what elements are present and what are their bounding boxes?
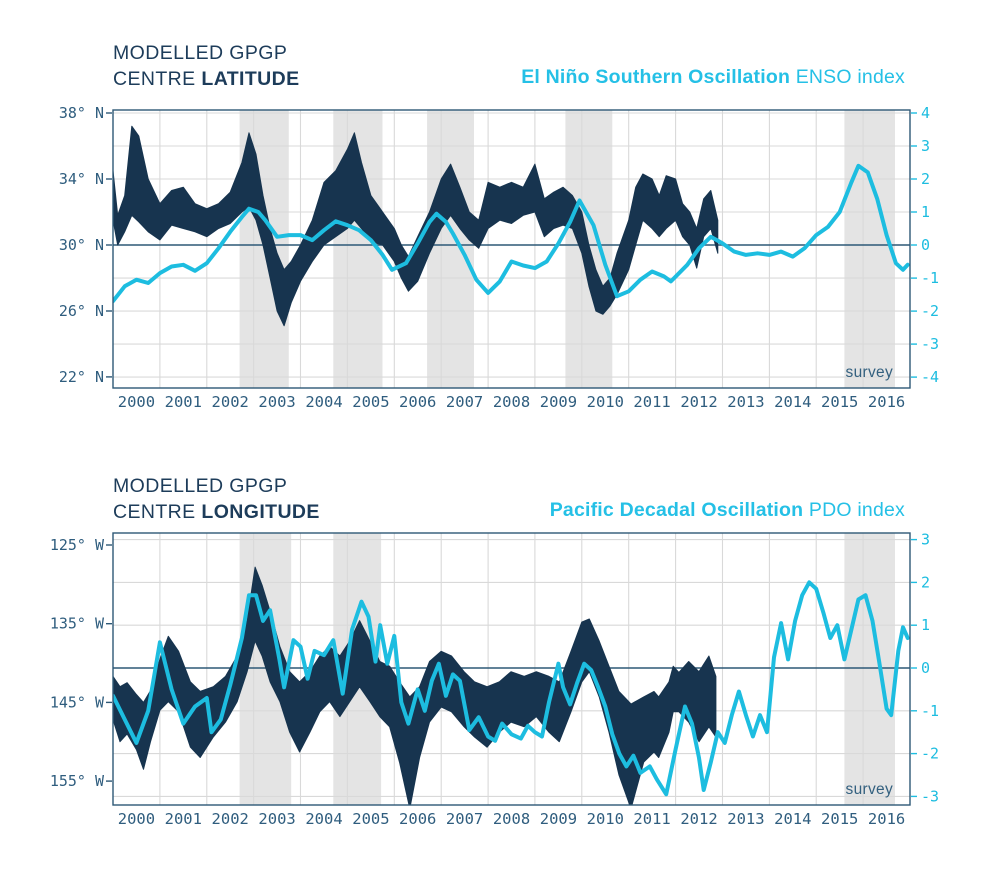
svg-text:38° N: 38° N [59,104,104,122]
gridlines [113,110,910,388]
svg-text:34° N: 34° N [59,170,104,188]
svg-text:-3: -3 [921,335,939,353]
svg-text:3: 3 [921,137,930,155]
title-line1: MODELLED GPGP [113,475,288,497]
svg-text:2: 2 [921,170,930,188]
svg-text:2001: 2001 [165,393,202,411]
svg-text:2002: 2002 [212,393,249,411]
title-line2: CENTRE LONGITUDE [113,501,320,523]
pdo-legend: Pacific Decadal Oscillation PDO index [549,499,905,521]
svg-text:2008: 2008 [493,810,530,828]
svg-text:2013: 2013 [727,393,764,411]
svg-text:2009: 2009 [540,810,577,828]
svg-text:2004: 2004 [305,810,342,828]
svg-text:2014: 2014 [774,810,811,828]
svg-text:-1: -1 [921,269,939,287]
svg-text:0: 0 [921,236,930,254]
svg-text:155° W: 155° W [50,772,105,790]
svg-text:2012: 2012 [680,393,717,411]
survey-label-longitude: survey [845,781,893,798]
svg-text:3: 3 [921,531,930,549]
modelled-range-band [113,566,717,805]
svg-text:2013: 2013 [727,810,764,828]
left-axis-labels: 125° W 135° W 145° W 155° W [50,536,112,790]
title-line1: MODELLED GPGP [113,42,288,64]
svg-text:26° N: 26° N [59,302,104,320]
highlight-bands [239,110,895,388]
svg-text:-4: -4 [921,368,939,386]
svg-text:145° W: 145° W [50,693,105,711]
svg-text:2012: 2012 [680,810,717,828]
highlight-bands [239,533,895,805]
longitude-chart-title: MODELLED GPGP CENTRE LONGITUDE [113,473,320,525]
svg-text:2016: 2016 [868,810,905,828]
index-line [113,163,910,304]
gridlines [113,533,910,805]
svg-text:2015: 2015 [821,393,858,411]
left-axis-labels: 38° N 34° N 30° N 26° N 22° N [59,104,112,386]
svg-text:2000: 2000 [118,393,155,411]
svg-text:2008: 2008 [493,393,530,411]
x-axis-labels: 2000 2001 2002 2003 2004 2005 2006 2007 2008 2009… [118,810,906,828]
svg-text:2011: 2011 [633,393,670,411]
svg-text:22° N: 22° N [59,368,104,386]
svg-text:125° W: 125° W [50,536,105,554]
plot-frame [112,109,911,389]
svg-text:135° W: 135° W [50,615,105,633]
svg-text:2015: 2015 [821,810,858,828]
svg-text:-2: -2 [921,745,939,763]
right-axis-labels: 3 2 1 0 -1 -2 -3 [911,531,939,805]
svg-text:4: 4 [921,104,930,122]
latitude-chart-title: MODELLED GPGP CENTRE LATITUDE [113,40,300,92]
svg-text:2010: 2010 [587,393,624,411]
svg-text:2007: 2007 [446,810,483,828]
title-line2: CENTRE LATITUDE [113,68,300,90]
svg-text:2011: 2011 [633,810,670,828]
svg-text:2003: 2003 [258,810,295,828]
svg-text:2005: 2005 [352,393,389,411]
svg-text:2016: 2016 [868,393,905,411]
svg-text:2002: 2002 [212,810,249,828]
svg-text:-2: -2 [921,302,939,320]
svg-text:2000: 2000 [118,810,155,828]
svg-text:2004: 2004 [305,393,342,411]
svg-text:2009: 2009 [540,393,577,411]
svg-text:2006: 2006 [399,393,436,411]
svg-text:0: 0 [921,659,930,677]
index-line [113,580,910,797]
svg-text:30° N: 30° N [59,236,104,254]
svg-text:2005: 2005 [352,810,389,828]
svg-text:2006: 2006 [399,810,436,828]
modelled-range-band [113,125,719,327]
enso-legend: El Niño Southern Oscillation ENSO index [521,66,905,88]
plot-frame [112,532,911,806]
svg-text:-3: -3 [921,787,939,805]
svg-text:2001: 2001 [165,810,202,828]
svg-text:2: 2 [921,573,930,591]
survey-label-latitude: survey [845,364,893,381]
right-axis-labels: 4 3 2 1 0 -1 -2 -3 -4 [911,104,939,386]
svg-text:-1: -1 [921,702,939,720]
svg-text:2014: 2014 [774,393,811,411]
svg-text:1: 1 [921,203,930,221]
x-axis-labels: 2000 2001 2002 2003 2004 2005 2006 2007 2008 2009… [118,393,906,411]
svg-text:1: 1 [921,616,930,634]
svg-text:2003: 2003 [258,393,295,411]
svg-text:2007: 2007 [446,393,483,411]
svg-text:2010: 2010 [587,810,624,828]
